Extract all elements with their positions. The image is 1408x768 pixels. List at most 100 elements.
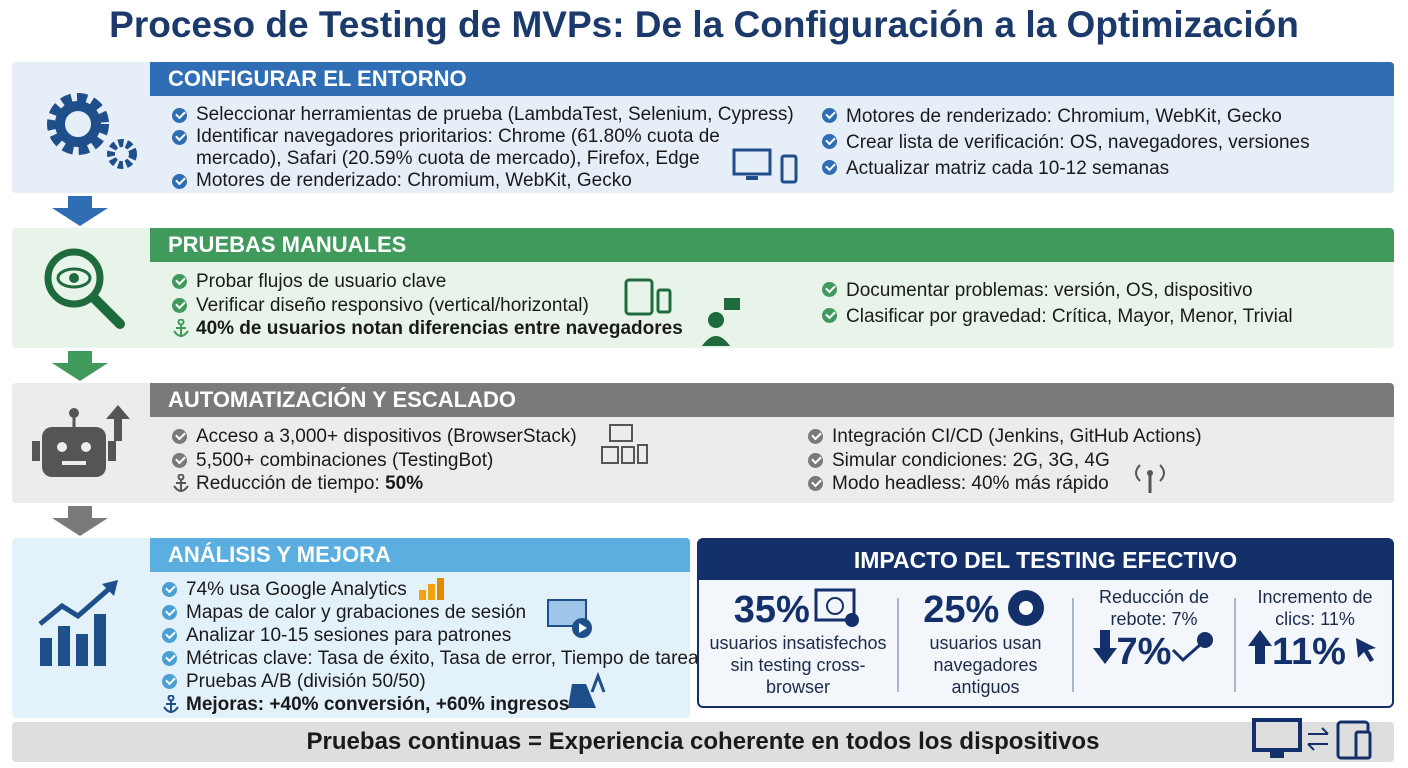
list-item: Actualizar matriz cada 10-12 semanas xyxy=(822,156,1310,182)
sad-icon xyxy=(814,588,860,627)
list-item: Simular condiciones: 2G, 3G, 4G xyxy=(808,449,1202,473)
item-list: Documentar problemas: versión, OS, dispo… xyxy=(822,278,1293,330)
section: ANÁLISIS Y MEJORA 74% usa Google Analyti… xyxy=(12,538,699,718)
stat-value: 11% xyxy=(1272,631,1346,673)
browser-icon xyxy=(1007,590,1044,626)
item-strong: 40% de usuarios notan diferencias entre … xyxy=(196,318,683,339)
anchor-icon xyxy=(173,319,189,337)
robot-icon xyxy=(12,383,150,503)
section-header: CONFIGURAR EL ENTORNO xyxy=(150,62,1394,96)
impact-panel: IMPACTO DEL TESTING EFECTIVO 35% usuario… xyxy=(697,538,1394,708)
item-text: Verificar diseño responsivo (vertical/ho… xyxy=(196,294,589,316)
item-strong: Mejoras: +40% conversión, +60% ingresos xyxy=(186,694,570,715)
list-item: Acceso a 3,000+ dispositivos (BrowserSta… xyxy=(172,425,577,449)
stat: 25% usuarios usan navegadores antiguos xyxy=(899,582,1072,706)
section: CONFIGURAR EL ENTORNO Seleccionar herram… xyxy=(12,62,1394,193)
stat-label: Reducción de rebote: 7% xyxy=(1098,587,1210,629)
list-item: 74% usa Google Analytics xyxy=(162,578,699,601)
item-text: Métricas clave: Tasa de éxito, Tasa de e… xyxy=(186,648,699,669)
stat-label: usuarios insatisfechos sin testing cross… xyxy=(709,633,887,697)
item-text: 5,500+ combinaciones (TestingBot) xyxy=(196,449,494,471)
list-item: Mejoras: +40% conversión, +60% ingresos xyxy=(162,693,699,716)
section-header: AUTOMATIZACIÓN Y ESCALADO xyxy=(150,383,1394,417)
anchor-icon xyxy=(163,695,179,713)
anchor-icon xyxy=(173,474,189,492)
footer-text: Pruebas continuas = Experiencia coherent… xyxy=(306,728,1100,755)
list-item: Clasificar por gravedad: Crítica, Mayor,… xyxy=(822,304,1293,330)
list-item: Documentar problemas: versión, OS, dispo… xyxy=(822,278,1293,304)
chart-icon xyxy=(12,538,150,718)
down-arrow xyxy=(1092,630,1117,664)
item-text: Actualizar matriz cada 10-12 semanas xyxy=(846,158,1170,179)
list-item: Métricas clave: Tasa de éxito, Tasa de e… xyxy=(162,647,699,670)
list-item: Mapas de calor y grabaciones de sesión xyxy=(162,601,699,624)
item-text: Mapas de calor y grabaciones de sesión xyxy=(186,602,527,623)
item-text: Simular condiciones: 2G, 3G, 4G xyxy=(832,449,1110,471)
item-text: Probar flujos de usuario clave xyxy=(196,271,447,292)
item-list: 74% usa Google Analytics Mapas de calor y… xyxy=(162,578,699,716)
item-text: Identificar navegadores prioritarios: Ch… xyxy=(196,126,720,169)
list-item: Identificar navegadores prioritarios: Ch… xyxy=(172,126,732,170)
item-text: Motores de renderizado: Chromium, WebKit… xyxy=(196,170,632,191)
up-arrow xyxy=(1248,630,1273,664)
stat-value: 35% xyxy=(733,589,810,631)
arrow xyxy=(52,351,108,381)
impact-header: IMPACTO DEL TESTING EFECTIVO xyxy=(699,540,1392,580)
list-item: Analizar 10-15 sesiones para patrones xyxy=(162,624,699,647)
divider xyxy=(1234,598,1236,692)
list-item: Seleccionar herramientas de prueba (Lamb… xyxy=(172,104,794,126)
item-list: Motores de renderizado: Chromium, WebKit… xyxy=(822,104,1310,182)
item-text: Motores de renderizado: Chromium, WebKit… xyxy=(846,106,1282,127)
arrow xyxy=(52,196,108,226)
list-item: Probar flujos de usuario clave xyxy=(172,270,683,294)
list-item: 40% de usuarios notan diferencias entre … xyxy=(172,317,683,341)
list-item: Integración CI/CD (Jenkins, GitHub Actio… xyxy=(808,425,1202,449)
stat: Reducción de rebote: 7% 7% xyxy=(1074,582,1234,706)
list-item: Motores de renderizado: Chromium, WebKit… xyxy=(172,170,794,192)
item-list: Seleccionar herramientas de prueba (Lamb… xyxy=(172,104,794,192)
devices-icon xyxy=(601,424,648,464)
item-text: Seleccionar herramientas de prueba (Lamb… xyxy=(196,104,794,125)
stat-value: 7% xyxy=(1116,631,1172,673)
item-text: Reducción de tiempo: xyxy=(196,473,380,494)
title: Proceso de Testing de MVPs: De la Config… xyxy=(109,4,1299,45)
bounce-icon xyxy=(1172,632,1214,663)
list-item: Crear lista de verificación: OS, navegad… xyxy=(822,130,1310,156)
item-list: Probar flujos de usuario clave Verificar … xyxy=(172,270,683,341)
stat: 35% usuarios insatisfechos sin testing c… xyxy=(699,582,897,706)
stat-value: 25% xyxy=(923,589,1000,631)
stat-label: Incremento de clics: 11% xyxy=(1257,587,1373,629)
item-text: Modo headless: 40% más rápido xyxy=(832,473,1109,494)
section-header: PRUEBAS MANUALES xyxy=(150,228,1394,262)
item-text: Clasificar por gravedad: Crítica, Mayor,… xyxy=(846,306,1293,327)
magnifier-icon xyxy=(12,228,150,348)
section: AUTOMATIZACIÓN Y ESCALADO Acceso a 3,000… xyxy=(12,383,1394,503)
item-text: 74% usa Google Analytics xyxy=(186,579,407,600)
stat-label: usuarios usan navegadores antiguos xyxy=(929,633,1042,697)
list-item: Pruebas A/B (división 50/50) xyxy=(162,670,699,693)
item-text: Acceso a 3,000+ dispositivos (BrowserSta… xyxy=(196,426,577,447)
item-list: Acceso a 3,000+ dispositivos (BrowserSta… xyxy=(172,425,577,496)
item-text: Analizar 10-15 sesiones para patrones xyxy=(186,625,512,646)
list-item: Reducción de tiempo: 50% xyxy=(172,472,577,496)
item-text: Crear lista de verificación: OS, navegad… xyxy=(846,132,1310,153)
section-header: ANÁLISIS Y MEJORA xyxy=(150,538,690,572)
click-icon xyxy=(1355,638,1376,662)
item-text: Integración CI/CD (Jenkins, GitHub Actio… xyxy=(832,426,1202,447)
devices-icon xyxy=(1252,718,1372,760)
item-text: Pruebas A/B (división 50/50) xyxy=(186,671,426,692)
tablet-user-icon xyxy=(624,278,740,346)
item-text: Documentar problemas: versión, OS, dispo… xyxy=(846,280,1253,301)
footer: Pruebas continuas = Experiencia coherent… xyxy=(12,718,1394,762)
stat: Incremento de clics: 11% 11% xyxy=(1236,582,1394,706)
arrow xyxy=(52,506,108,536)
list-item: 5,500+ combinaciones (TestingBot) xyxy=(172,449,577,473)
section: PRUEBAS MANUALES Probar flujos de usuari… xyxy=(12,228,1394,348)
divider xyxy=(897,598,899,692)
list-item: Modo headless: 40% más rápido xyxy=(808,472,1202,496)
list-item: Motores de renderizado: Chromium, WebKit… xyxy=(822,104,1310,130)
gear-icon xyxy=(12,62,150,193)
list-item: Verificar diseño responsivo (vertical/ho… xyxy=(172,294,683,318)
divider xyxy=(1072,598,1074,692)
